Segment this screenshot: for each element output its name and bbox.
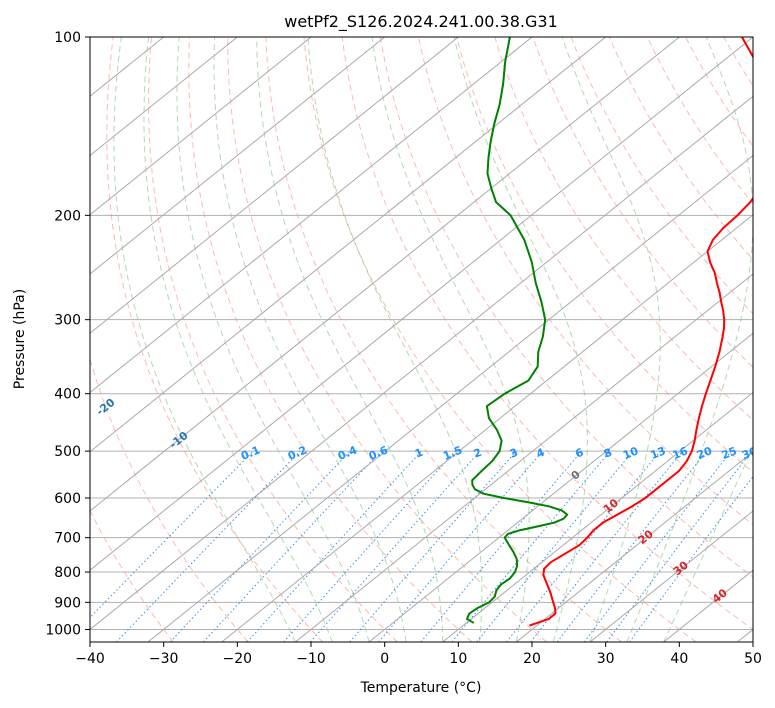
x-tick-label: −40 [75,651,105,667]
y-tick-label: 1000 [45,622,81,638]
chart-title: wetPf2_S126.2024.241.00.38.G31 [284,12,558,32]
isotherm-line [90,37,385,275]
x-tick-label: 50 [744,651,762,667]
isotherm-line [90,37,312,216]
mixing-ratio-label: 13 [648,444,667,462]
mixing-ratio-line [169,450,351,642]
dry-adiabat-line [265,37,622,642]
mixing-ratio-line [451,450,611,642]
moist-adiabats [113,37,753,642]
skewed-isotherms [90,37,753,642]
mixing-ratio-line [310,450,481,642]
mixing-ratio-label: 1 [413,446,425,461]
y-tick-label: 700 [54,531,81,547]
moist-adiabat-line [663,445,753,642]
isotherm-line [90,37,606,453]
isotherm-line [516,451,753,642]
y-tick-label: 600 [54,491,81,507]
mixing-ratio-line [202,450,382,642]
mixing-ratio-label: 3 [508,446,520,461]
y-tick-label: 400 [54,387,81,403]
dry-adiabat-line [90,357,249,642]
x-tick-label: 20 [523,651,541,667]
mixing-ratio-line [606,450,753,642]
y-axis-title: Pressure (hPa) [12,289,28,389]
moist-adiabat-line [307,37,483,642]
isotherm-line [368,332,753,642]
dewpoint-profile-line [465,37,569,624]
isotherm-line [90,37,238,157]
dry-adiabat-line [341,37,753,631]
plot-area: -100-90-80-70-60-50-40-30-20-100.10.20.4… [90,37,759,642]
y-tick-label: 900 [54,595,81,611]
mixing-ratio-line [420,450,583,642]
dry-adiabat-line [379,37,753,578]
x-tick-label: 40 [670,651,688,667]
sounding-profiles [465,37,753,627]
moist-adiabat-line [561,37,661,642]
y-tick-label: 500 [54,444,81,460]
dry-adiabat-line [106,37,323,642]
mixing-ratio-label: 30 [740,444,759,462]
mixing-ratio-line [506,450,661,642]
mixing-ratio-line [283,450,456,642]
x-axis-title: Temperature (°C) [360,680,482,696]
isotherm-line [90,37,753,571]
mixing-ratio-label: 10 [621,444,640,462]
dry-adiabat-line [303,37,697,642]
isotherm-line [589,510,753,642]
y-tick-label: 200 [54,208,81,224]
x-tick-label: −30 [149,651,179,667]
dry-adiabat-line [90,509,174,642]
isotherm-line [90,37,459,334]
y-tick-label: 100 [54,30,81,46]
pressure-gridlines [90,37,753,630]
moist-adiabat-line [453,37,588,642]
x-tick-label: 10 [449,651,467,667]
mixing-ratio-label: 2 [472,446,484,461]
isotherm-line [221,214,753,642]
y-axis-ticks: 100 200 300 400 500 600 700 800 900 1000 [45,30,90,638]
mixing-ratio-line [246,450,422,642]
dry-adiabat-line [188,37,473,642]
dry-adiabat-line [227,37,548,642]
mixing-ratio-label: 16 [671,444,690,462]
moist-adiabat-line [213,37,407,642]
mixing-ratio-line [583,450,732,642]
mixing-ratio-label: 25 [720,444,739,462]
moist-adiabat-line [143,37,333,642]
mixing-ratio-label: 8 [602,446,614,461]
moist-adiabat-line [256,37,444,642]
x-tick-label: 30 [597,651,615,667]
x-tick-label: 0 [380,651,389,667]
mixing-ratio-line [530,450,683,642]
isotherm-line [90,37,533,394]
x-axis-ticks: −40 −30 −20 −10 0 10 20 30 40 50 [75,642,762,667]
moist-adiabat-line [176,37,370,642]
isotherm-line [442,391,753,642]
y-tick-label: 800 [54,565,81,581]
x-tick-label: −10 [296,651,326,667]
moist-adiabat-line [626,37,753,642]
y-tick-label: 300 [54,313,81,329]
x-tick-label: −20 [223,651,253,667]
mixing-ratio-line [90,450,254,619]
temperature-profile-line [529,37,753,627]
mixing-ratio-label: 20 [695,444,714,462]
isotherm-line [90,95,753,631]
moist-adiabat-line [371,37,530,642]
isotherm-line [90,37,680,512]
isotherm-line [295,273,753,642]
plot-frame [89,36,754,643]
isotherm-line [147,154,753,642]
